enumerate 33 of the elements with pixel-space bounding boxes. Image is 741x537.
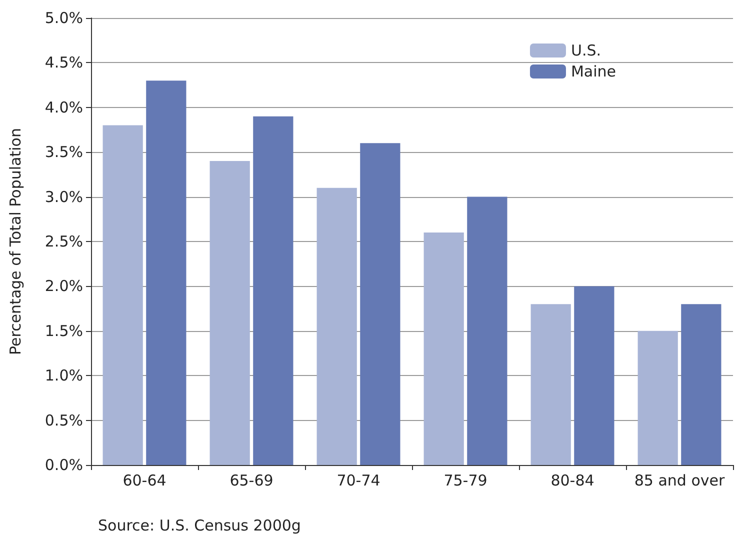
x-tick-label: 70-74 (336, 472, 380, 490)
legend-label: Maine (570, 62, 616, 80)
y-tick-label: 2.0% (44, 277, 83, 296)
bar (424, 232, 464, 465)
bar (146, 80, 186, 465)
y-tick-label: 0.0% (44, 456, 83, 474)
bar (253, 116, 294, 465)
source-note: Source: U.S. Census 2000g (98, 516, 301, 534)
y-tick-label: 1.0% (44, 366, 83, 385)
x-tick-label: 80-84 (550, 472, 594, 490)
bar (530, 304, 571, 465)
x-tick-label: 60-64 (122, 472, 166, 490)
bar (316, 188, 357, 465)
bar (467, 196, 508, 465)
x-tick-label: 85 and over (634, 472, 726, 490)
y-axis-title: Percentage of Total Population (6, 128, 24, 355)
bar (360, 143, 400, 465)
bar (681, 304, 722, 465)
bar (574, 286, 614, 465)
y-tick-label: 4.5% (44, 54, 83, 72)
y-tick-label: 3.0% (44, 188, 83, 206)
y-tick-label: 0.5% (44, 411, 83, 430)
x-tick-label: 65-69 (230, 472, 274, 490)
y-tick-label: 2.5% (44, 232, 83, 250)
legend-label: U.S. (570, 42, 602, 60)
y-tick-label: 4.0% (44, 98, 83, 116)
bar (638, 330, 678, 465)
bar (210, 161, 250, 465)
y-tick-label: 3.5% (44, 143, 83, 162)
bar (102, 125, 143, 465)
y-tick-label: 1.5% (44, 322, 83, 340)
x-tick-label: 75-79 (444, 472, 488, 490)
y-tick-label: 5.0% (44, 9, 83, 27)
